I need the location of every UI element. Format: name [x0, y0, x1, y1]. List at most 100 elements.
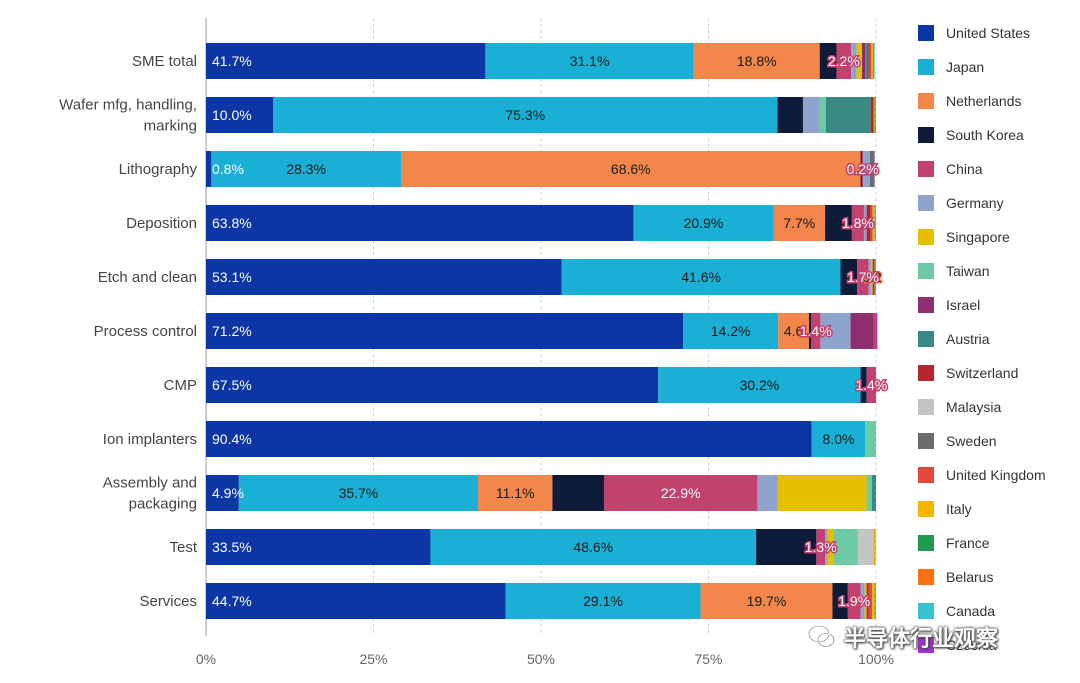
bar-segment	[865, 43, 868, 79]
bar-segment	[866, 367, 876, 403]
bar-segment	[683, 313, 779, 349]
bar-segment	[857, 529, 874, 565]
data-label: 1.9%	[838, 593, 870, 609]
bar-segment	[825, 205, 852, 241]
bar-segment	[860, 151, 862, 187]
bar-segment	[820, 313, 851, 349]
legend-swatch	[918, 229, 934, 245]
bar-segment	[816, 529, 826, 565]
legend-label: China	[946, 161, 983, 177]
bar-segment	[871, 583, 875, 619]
bar-segment	[819, 43, 837, 79]
legend-label: United States	[946, 25, 1030, 41]
bar-segment	[874, 97, 876, 133]
legend-label: Japan	[946, 59, 984, 75]
bar-segment	[809, 313, 812, 349]
data-label: 11.1%	[496, 485, 535, 501]
bar-segment	[857, 259, 869, 295]
category-label: Deposition	[126, 215, 197, 232]
legend-label: South Korea	[946, 127, 1024, 143]
legend-label: France	[946, 535, 990, 551]
legend-label: Israel	[946, 297, 980, 313]
legend-swatch	[918, 637, 934, 653]
data-label: 0.8%	[212, 161, 244, 177]
legend-label: United Kingdom	[946, 467, 1046, 483]
legend-swatch	[918, 365, 934, 381]
bar-segment	[876, 313, 878, 349]
legend-swatch	[918, 433, 934, 449]
data-label: 68.6%	[611, 161, 651, 177]
category-label: Etch and clean	[98, 269, 197, 286]
bar-segment	[211, 151, 401, 187]
legend-label: Switzerland	[946, 365, 1018, 381]
bar-segment	[850, 313, 874, 349]
legend-label: Czechia	[946, 637, 997, 653]
data-label: 8.0%	[823, 431, 855, 447]
data-label: 4.6	[784, 323, 804, 339]
data-label: 2.2%	[828, 53, 860, 69]
legend-label: Germany	[946, 195, 1004, 211]
data-label: 35.7%	[339, 485, 379, 501]
bar-segment	[861, 151, 864, 187]
x-tick-label: 75%	[694, 651, 722, 667]
legend-label: Canada	[946, 603, 995, 619]
bar-segment	[851, 205, 864, 241]
bar-segment	[561, 259, 841, 295]
legend-swatch	[918, 263, 934, 279]
category-label: Lithography	[119, 161, 198, 178]
data-label: 19.7%	[747, 593, 787, 609]
category-label: Services	[139, 593, 197, 610]
data-labels: 41.7% 31.1% 18.8% 2.2% 10.0% 75.3% 0.8% 28.3% 68…	[212, 52, 889, 611]
bar-segment	[873, 259, 875, 295]
legend-swatch	[918, 25, 934, 41]
data-label: 22.9%	[661, 485, 701, 501]
bar-segment	[866, 475, 872, 511]
category-label: Assembly and packaging	[103, 475, 197, 513]
legend-swatch	[918, 467, 934, 483]
legend-label: Austria	[946, 331, 990, 347]
legend-swatch	[918, 569, 934, 585]
bar-segment	[777, 97, 803, 133]
bar-segment	[206, 97, 273, 133]
bar-segment	[206, 43, 486, 79]
bar-segment	[875, 97, 876, 133]
bar-segment	[206, 259, 562, 295]
bar-segment	[603, 475, 758, 511]
legend-swatch	[918, 603, 934, 619]
legend-label: Taiwan	[946, 263, 990, 279]
bar-segment	[836, 43, 852, 79]
bar-segment	[206, 475, 239, 511]
bar-segment	[874, 313, 876, 349]
data-label: 75.3%	[505, 107, 545, 123]
bar-segment	[873, 313, 875, 349]
bar-segment	[873, 529, 876, 565]
data-label: 29.1%	[583, 593, 623, 609]
bar-segment	[875, 205, 876, 241]
bar-segment	[778, 313, 809, 349]
data-label: 41.7%	[212, 53, 252, 69]
bar-segment	[868, 259, 872, 295]
legend: United States Japan Netherlands South Korea…	[918, 25, 1046, 653]
bar-segment	[869, 43, 872, 79]
data-label: 63.8%	[212, 215, 252, 231]
bar-segment	[756, 529, 817, 565]
bar-segment	[868, 583, 872, 619]
legend-label: Malaysia	[946, 399, 1001, 415]
bar-segment	[811, 421, 866, 457]
bar-segment	[875, 583, 876, 619]
bar-segment	[757, 475, 778, 511]
bar-segment	[871, 43, 874, 79]
category-label: SME total	[132, 53, 197, 70]
legend-label: Singapore	[946, 229, 1010, 245]
x-tick-label: 50%	[527, 651, 555, 667]
data-label: 1.8%	[842, 215, 874, 231]
bar-segment	[773, 205, 826, 241]
bar-segment	[874, 205, 876, 241]
bar-segment	[847, 583, 861, 619]
data-label: 1.7%	[847, 269, 879, 285]
data-label: 1.4%	[855, 377, 887, 393]
bar-segment	[870, 97, 874, 133]
bar-segment	[206, 529, 431, 565]
legend-label: Sweden	[946, 433, 997, 449]
